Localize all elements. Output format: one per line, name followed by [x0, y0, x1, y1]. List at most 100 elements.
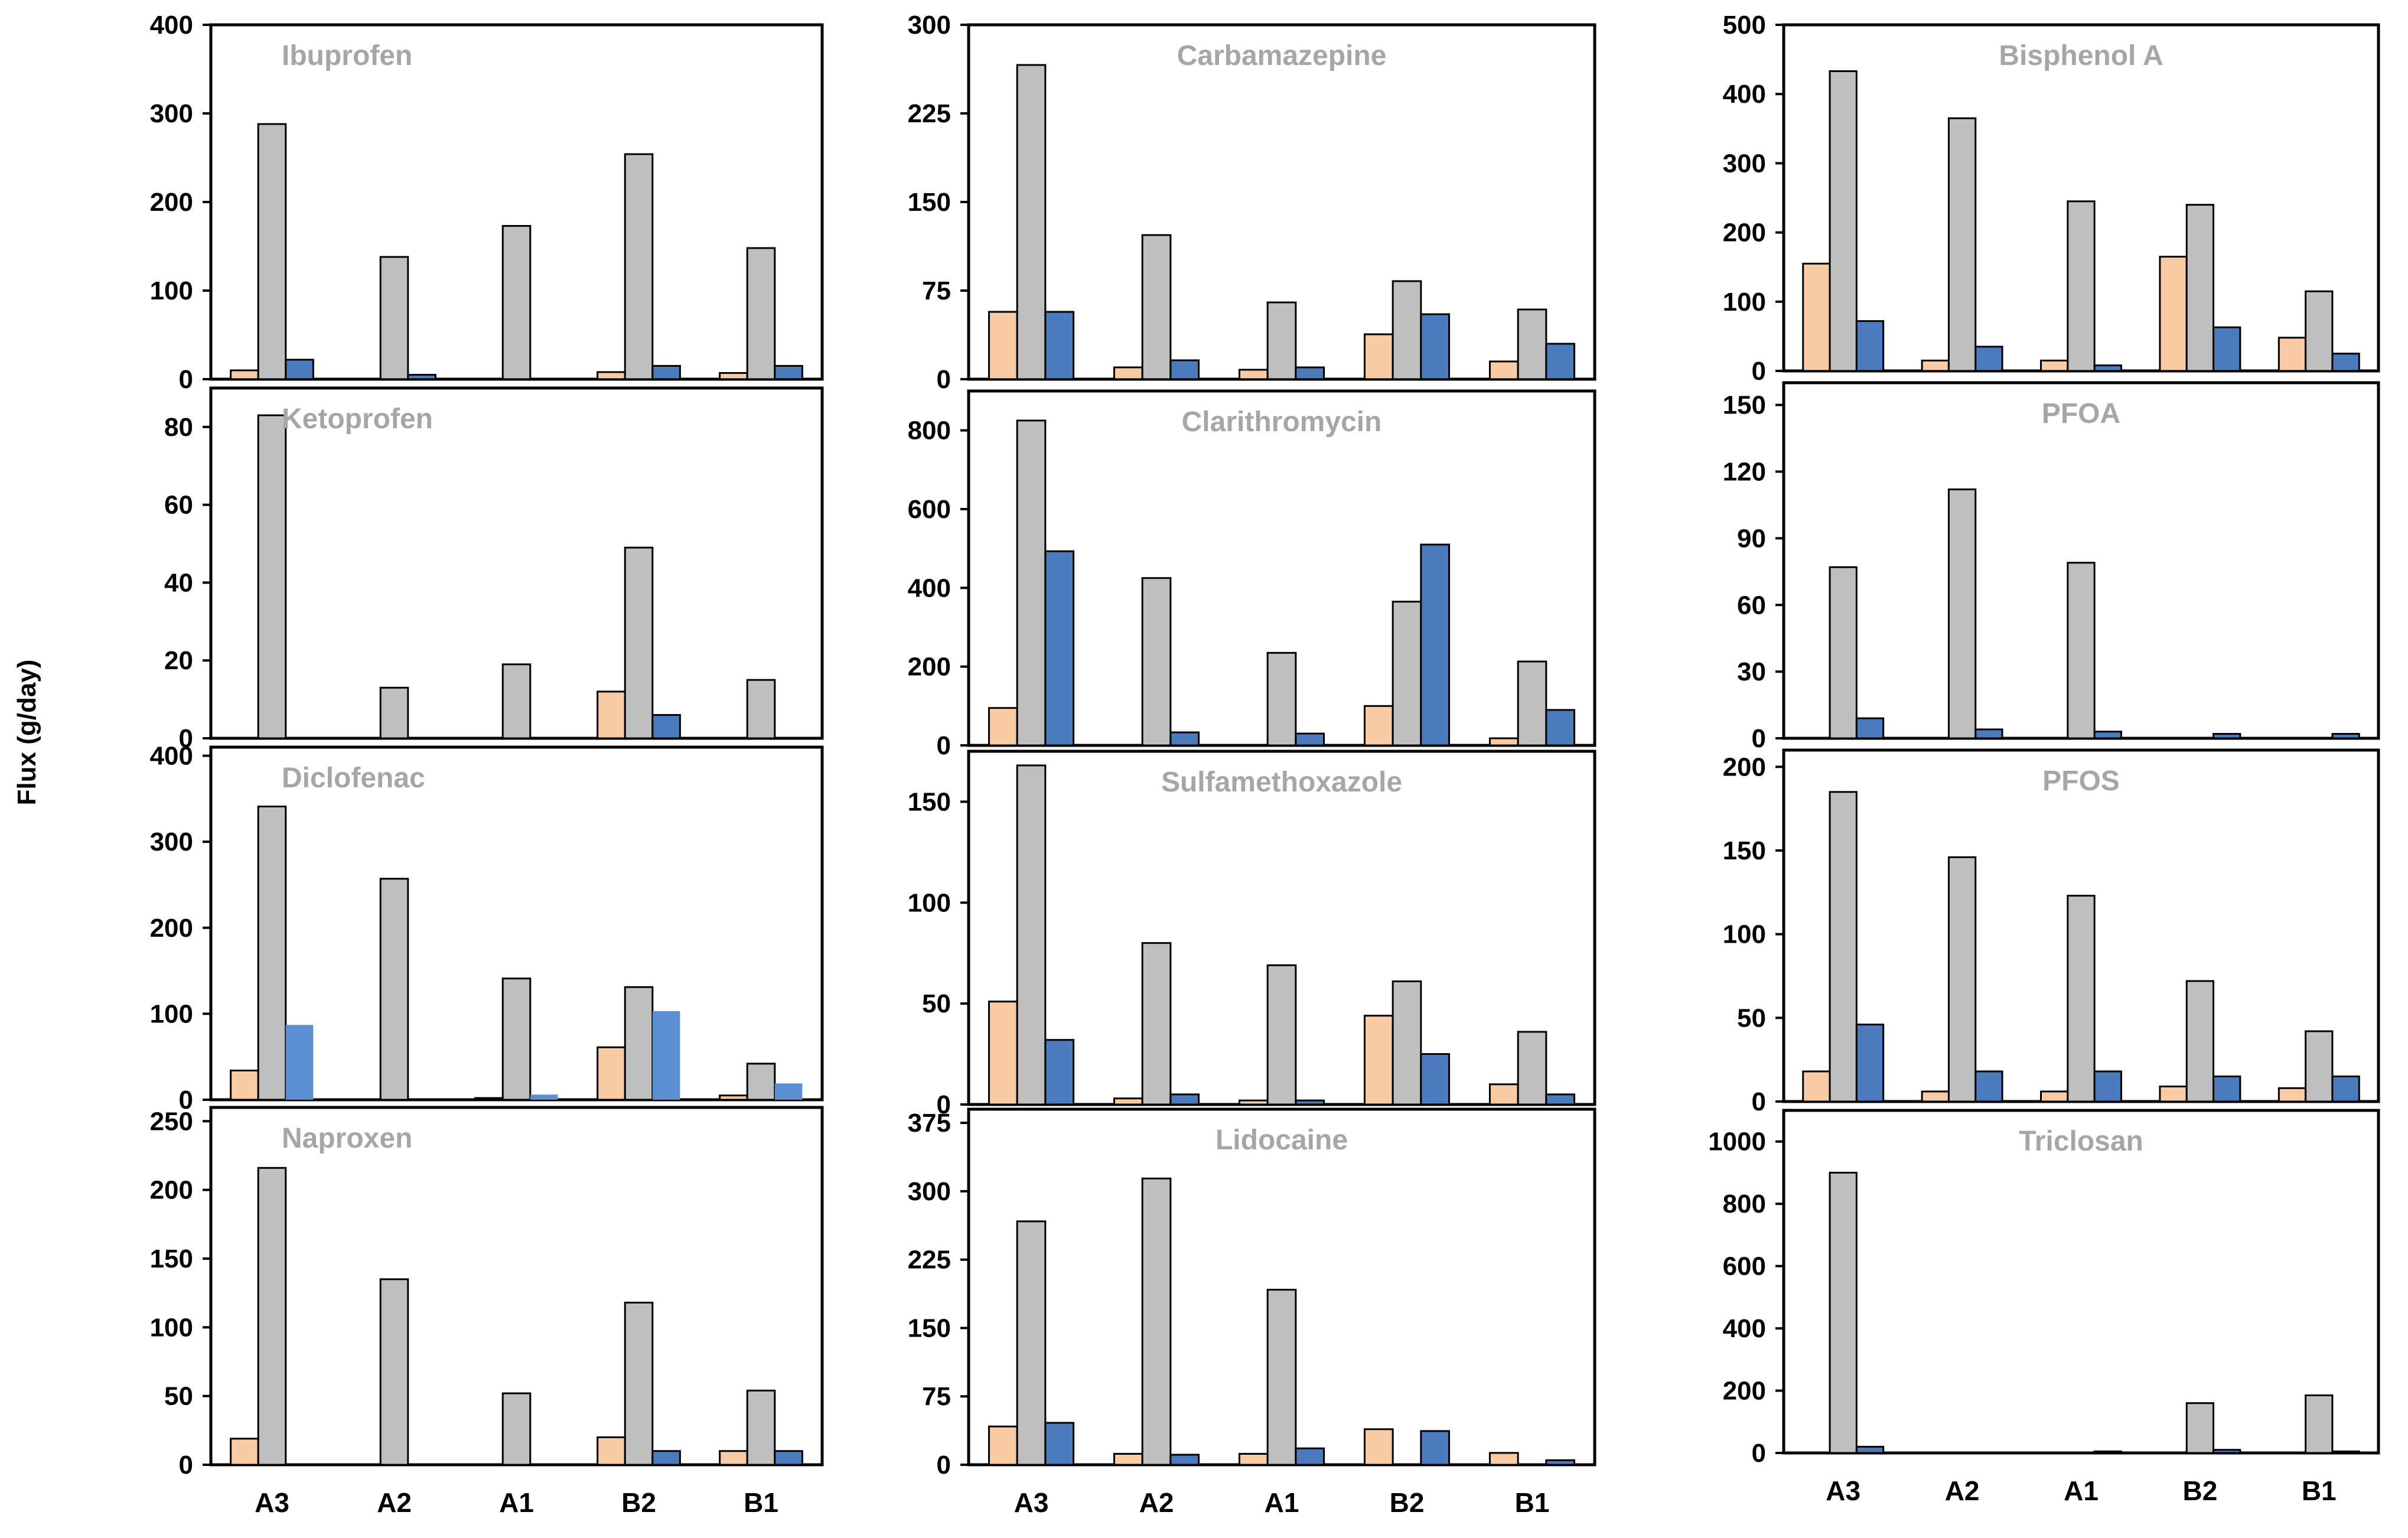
bar-blue-a1 [2093, 1450, 2122, 1454]
bar-orange-b1 [1488, 737, 1519, 747]
bar-orange-a3 [988, 1425, 1018, 1466]
bar-blue-a3 [1855, 1445, 1885, 1454]
x-tick-label: A2 [1139, 1487, 1174, 1518]
bar-blue-a2 [1974, 346, 2003, 372]
y-tick-label: 0 [179, 1451, 193, 1480]
x-tick-label: B2 [1390, 1487, 1425, 1518]
y-tick-label: 200 [150, 188, 193, 217]
y-tick-label: 150 [1723, 836, 1766, 865]
bar-orange-b1 [2277, 1087, 2307, 1103]
bar-gray-b2 [2185, 204, 2215, 372]
y-tick-label: 80 [164, 413, 193, 442]
bar-gray-a3 [1016, 764, 1047, 1106]
bar-blue-a1 [530, 1094, 558, 1100]
bar-blue-a2 [1169, 359, 1200, 380]
y-tick-label: 150 [1723, 391, 1766, 420]
y-tick-label: 0 [1752, 1087, 1766, 1116]
bar-orange-a1 [2040, 1090, 2069, 1103]
y-tick-label: 0 [1752, 1439, 1766, 1468]
y-tick-label: 200 [150, 1176, 193, 1205]
bar-orange-a3 [988, 707, 1018, 747]
bar-gray-a2 [1947, 856, 1977, 1103]
y-tick-label: 100 [1723, 920, 1766, 949]
panel-title: Ibuprofen [282, 40, 412, 71]
bar-gray-a3 [1829, 1171, 1858, 1454]
bar-blue-a2 [1974, 728, 2003, 739]
bar-orange-a1 [1238, 369, 1269, 380]
bar-gray-a1 [1266, 651, 1297, 747]
bar-orange-a3 [230, 369, 259, 380]
y-tick-label: 75 [922, 276, 951, 305]
bar-blue-a2 [1974, 1070, 2003, 1103]
bar-blue-b2 [2213, 326, 2241, 372]
x-tick-label: A2 [377, 1487, 412, 1518]
panel-title: PFOS [2042, 765, 2120, 797]
bar-gray-b2 [624, 153, 654, 380]
bar-blue-a2 [1169, 731, 1200, 747]
bar-gray-a3 [1829, 70, 1858, 372]
panel-title: Ketoprofen [282, 403, 433, 435]
y-tick-label: 0 [1752, 357, 1766, 386]
bar-blue-b1 [1545, 709, 1576, 747]
y-tick-label: 100 [1723, 288, 1766, 317]
bar-orange-a1 [1238, 1452, 1269, 1466]
bar-blue-b2 [2213, 1449, 2241, 1454]
y-tick-label: 200 [1723, 1377, 1766, 1406]
bar-blue-b1 [2331, 732, 2360, 739]
bar-gray-b2 [1392, 601, 1422, 747]
y-tick-label: 60 [1737, 591, 1766, 620]
bar-gray-b2 [1392, 980, 1422, 1106]
bar-blue-a3 [1044, 311, 1075, 380]
y-tick-label: 50 [922, 989, 951, 1018]
bar-blue-a1 [1295, 732, 1325, 747]
bar-blue-b2 [651, 365, 681, 380]
y-axis-label: Flux (g/day) [12, 660, 41, 806]
bar-orange-b2 [1363, 333, 1394, 380]
bar-blue-b1 [774, 1450, 803, 1466]
bar-blue-a3 [1855, 320, 1885, 372]
bar-orange-b1 [1488, 1083, 1519, 1106]
x-tick-label: B2 [621, 1487, 656, 1518]
bar-gray-a2 [1947, 488, 1977, 739]
bar-orange-b2 [597, 371, 626, 380]
bar-blue-b1 [1545, 1459, 1576, 1466]
bar-gray-a3 [257, 414, 287, 739]
bar-gray-b2 [1392, 280, 1422, 380]
bar-orange-a3 [1802, 1070, 1831, 1103]
bar-gray-a1 [2067, 562, 2096, 739]
bar-gray-a3 [1829, 791, 1858, 1103]
y-tick-label: 400 [150, 11, 193, 40]
bar-orange-b2 [597, 690, 626, 739]
y-tick-label: 400 [150, 742, 193, 771]
bar-gray-a3 [1016, 64, 1047, 380]
bar-orange-b1 [719, 372, 748, 380]
bar-orange-b1 [719, 1450, 748, 1466]
bar-gray-a2 [1141, 577, 1172, 747]
y-tick-label: 300 [908, 11, 951, 40]
panel-carbamazepine: 0 75 150 225 300 Carbamazepine [908, 11, 1596, 394]
bar-orange-a1 [2040, 359, 2069, 372]
y-tick-label: 200 [1723, 219, 1766, 247]
bar-blue-a3 [1044, 1039, 1075, 1106]
bar-gray-a3 [1016, 1220, 1047, 1466]
x-tick-label: A3 [255, 1487, 289, 1518]
bar-gray-b2 [624, 986, 654, 1101]
bar-blue-b2 [2213, 732, 2241, 739]
y-tick-label: 600 [908, 495, 951, 524]
y-tick-label: 600 [1723, 1252, 1766, 1281]
bar-blue-a1 [1295, 1447, 1325, 1466]
panel-sulfamethoxazole: 0 50 100 150 Sulfamethoxazole [908, 750, 1596, 1119]
bar-gray-a2 [379, 256, 409, 380]
y-tick-label: 30 [1737, 657, 1766, 686]
panel-pfoa: 0 30 60 90 120 150 PFOA [1723, 381, 2380, 753]
bar-gray-b2 [624, 546, 654, 739]
bar-gray-b1 [746, 1063, 776, 1101]
bar-gray-b2 [2185, 1402, 2215, 1454]
y-tick-label: 300 [150, 827, 193, 856]
bar-orange-a1 [474, 1097, 504, 1101]
bar-blue-b1 [2331, 353, 2360, 372]
y-tick-label: 150 [908, 1314, 951, 1343]
bar-gray-b1 [1517, 308, 1547, 380]
y-tick-label: 0 [179, 1086, 193, 1115]
bar-gray-a2 [1947, 117, 1977, 372]
